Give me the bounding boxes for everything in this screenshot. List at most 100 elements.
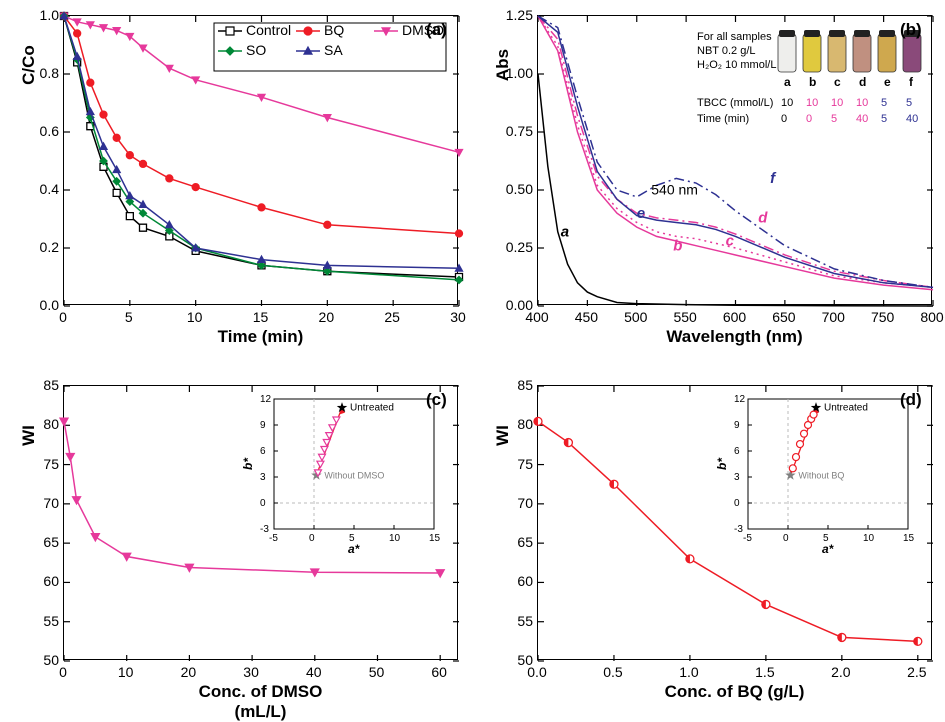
panel-c: -5051015-3036912a*b*UntreatedWithout DMS…	[63, 385, 458, 660]
panel-tag: (b)	[900, 20, 922, 40]
x-axis-label: Time (min)	[181, 327, 341, 347]
svg-text:H₂O₂ 10 mmol/L: H₂O₂ 10 mmol/L	[697, 59, 776, 71]
svg-text:10: 10	[806, 97, 818, 109]
x-axis-label: Wavelength (nm)	[655, 327, 815, 347]
svg-text:15: 15	[903, 533, 915, 544]
xtick-label: 1.0	[677, 664, 701, 680]
svg-text:b: b	[673, 237, 682, 254]
svg-text:0: 0	[783, 533, 789, 544]
xtick-label: 50	[364, 664, 388, 680]
svg-text:0: 0	[806, 113, 812, 125]
y-axis-label: WI	[19, 298, 39, 573]
svg-text:540 nm: 540 nm	[651, 182, 698, 198]
xtick-label: 2.5	[905, 664, 929, 680]
ytick-label: 0.2	[23, 239, 59, 255]
svg-text:-3: -3	[260, 524, 269, 535]
svg-text:c: c	[834, 75, 841, 89]
xtick-label: 25	[380, 309, 404, 325]
xtick-label: 40	[302, 664, 326, 680]
xtick-label: 650	[772, 309, 796, 325]
panel-d: -5051015-3036912a*b*UntreatedWithout BQ	[537, 385, 932, 660]
ytick-label: 0.25	[497, 239, 533, 255]
svg-text:0: 0	[781, 113, 787, 125]
svg-text:6: 6	[260, 446, 266, 457]
panel-tag: (a)	[426, 20, 447, 40]
svg-text:SA: SA	[324, 42, 343, 58]
svg-text:3: 3	[734, 472, 740, 483]
svg-text:5: 5	[906, 97, 912, 109]
svg-text:5: 5	[881, 113, 887, 125]
xtick-label: 1.5	[753, 664, 777, 680]
figure-root: ControlBQDMSOSOSA0510152025300.00.20.40.…	[0, 0, 945, 701]
xtick-label: 600	[723, 309, 747, 325]
xtick-label: 20	[176, 664, 200, 680]
svg-text:0: 0	[260, 498, 266, 509]
svg-text:5: 5	[831, 113, 837, 125]
svg-text:-5: -5	[269, 533, 278, 544]
xtick-label: 30	[446, 309, 470, 325]
xtick-label: 800	[920, 309, 944, 325]
svg-text:d: d	[859, 75, 866, 89]
xtick-label: 20	[314, 309, 338, 325]
y-axis-label: WI	[493, 298, 513, 573]
svg-text:d: d	[758, 209, 768, 226]
y-axis-label: C/Co	[19, 0, 39, 210]
svg-text:40: 40	[906, 113, 918, 125]
xtick-label: 30	[239, 664, 263, 680]
y-axis-label: Abs	[493, 0, 513, 210]
svg-text:b*: b*	[715, 457, 729, 470]
panel-a: ControlBQDMSOSOSA	[63, 15, 458, 305]
svg-text:TBCC (mmol/L): TBCC (mmol/L)	[697, 97, 773, 109]
svg-text:9: 9	[734, 420, 740, 431]
ytick-label: 55	[497, 613, 533, 629]
xtick-label: 60	[427, 664, 451, 680]
xtick-label: 500	[624, 309, 648, 325]
xtick-label: 450	[574, 309, 598, 325]
svg-text:a*: a*	[348, 542, 361, 556]
svg-text:b: b	[809, 75, 816, 89]
svg-text:a: a	[561, 223, 569, 240]
xtick-label: 0.5	[601, 664, 625, 680]
svg-text:Untreated: Untreated	[824, 403, 868, 414]
panel-b: 540 nmabcdefFor all samplesNBT 0.2 g/LH₂…	[537, 15, 932, 305]
svg-text:NBT 0.2 g/L: NBT 0.2 g/L	[697, 45, 756, 57]
ytick-label: 60	[23, 573, 59, 589]
svg-text:0: 0	[734, 498, 740, 509]
xtick-label: 2.0	[829, 664, 853, 680]
svg-text:Ref: Ref	[761, 38, 777, 48]
svg-text:SO: SO	[246, 42, 266, 58]
svg-text:9: 9	[260, 420, 266, 431]
svg-text:3: 3	[260, 472, 266, 483]
svg-text:10: 10	[831, 97, 843, 109]
svg-text:15: 15	[429, 533, 441, 544]
svg-text:f: f	[770, 170, 777, 187]
x-axis-label: Conc. of BQ (g/L)	[655, 682, 815, 702]
xtick-label: 700	[821, 309, 845, 325]
svg-text:e: e	[637, 205, 645, 222]
panel-tag: (d)	[900, 390, 922, 410]
xtick-label: 5	[117, 309, 141, 325]
ytick-label: 50	[23, 652, 59, 668]
xtick-label: 10	[114, 664, 138, 680]
xtick-label: 10	[183, 309, 207, 325]
svg-text:BQ: BQ	[324, 22, 344, 38]
ytick-label: 55	[23, 613, 59, 629]
svg-text:6: 6	[734, 446, 740, 457]
xtick-label: 550	[673, 309, 697, 325]
svg-text:b*: b*	[241, 457, 255, 470]
svg-text:5: 5	[881, 97, 887, 109]
svg-text:Time (min): Time (min)	[697, 113, 749, 125]
panel-tag: (c)	[426, 390, 447, 410]
svg-text:a: a	[784, 75, 791, 89]
svg-text:10: 10	[389, 533, 401, 544]
xtick-label: 750	[871, 309, 895, 325]
xtick-label: 15	[249, 309, 273, 325]
svg-text:a*: a*	[822, 542, 835, 556]
svg-text:40: 40	[856, 113, 868, 125]
svg-text:-3: -3	[734, 524, 743, 535]
svg-text:c: c	[726, 233, 735, 250]
svg-text:10: 10	[781, 97, 793, 109]
ytick-label: 60	[497, 573, 533, 589]
ytick-label: 50	[497, 652, 533, 668]
svg-text:10: 10	[863, 533, 875, 544]
